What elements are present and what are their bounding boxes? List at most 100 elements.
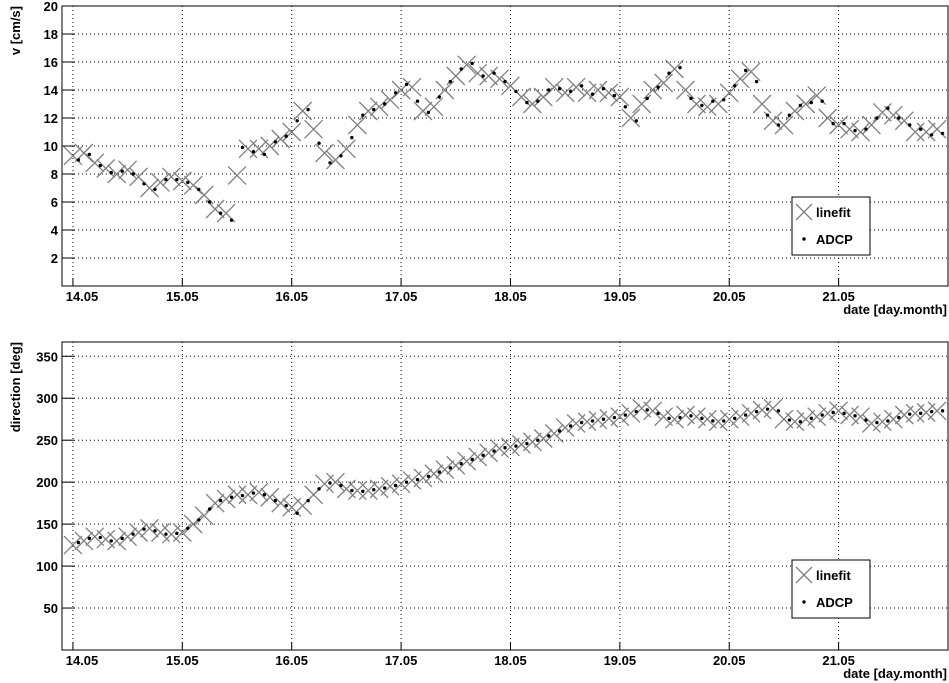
dot-marker [568, 424, 573, 428]
x-tick-label: 15.05 [166, 653, 199, 668]
dot-marker [918, 411, 923, 416]
dot-marker [590, 92, 595, 96]
dot-marker [908, 412, 912, 416]
x-tick-label: 16.05 [275, 653, 308, 668]
dot-marker [240, 493, 245, 498]
x-marker [118, 527, 138, 547]
x-marker [118, 160, 138, 180]
dot-marker [842, 121, 846, 126]
x-marker [774, 409, 794, 429]
dot-marker [623, 413, 628, 417]
dot-marker [437, 470, 442, 474]
x-marker [588, 80, 608, 100]
x-marker [599, 83, 619, 103]
dot-marker [426, 110, 431, 115]
dot-marker [492, 71, 496, 75]
dot-marker [164, 177, 168, 182]
x-tick-label: 20.05 [713, 289, 746, 304]
x-marker [282, 122, 302, 142]
x-marker [304, 119, 324, 139]
x-marker [665, 59, 685, 79]
y-axis-title: v [cm/s] [8, 6, 23, 55]
dot-marker [536, 99, 540, 103]
dot-marker [754, 79, 759, 84]
dot-marker [142, 182, 146, 186]
x-marker [457, 55, 477, 75]
y-tick-label: 12 [44, 111, 58, 126]
x-marker [795, 203, 813, 221]
x-marker [872, 412, 892, 432]
x-marker [369, 479, 389, 499]
x-marker [96, 158, 116, 178]
dot-marker [448, 79, 453, 84]
x-marker [621, 403, 641, 423]
x-marker [643, 80, 663, 100]
dot-marker [470, 457, 474, 462]
dot-marker [776, 123, 781, 127]
dot-marker [131, 172, 135, 176]
x-marker [63, 535, 83, 555]
x-marker [555, 83, 575, 103]
dot-marker [109, 539, 113, 543]
panel: 2 4 6 8 10 12 14 16 18 20 14.05 15.05 16.05 17.05 18.0… [8, 0, 949, 317]
dot-marker [853, 414, 857, 418]
dot-marker [503, 446, 507, 450]
x-marker [183, 175, 203, 195]
x-marker [227, 485, 247, 505]
y-tick-label: 350 [36, 349, 58, 364]
x-marker [883, 409, 903, 429]
x-marker [501, 437, 520, 457]
dot-marker [415, 99, 420, 103]
x-marker [610, 407, 630, 427]
x-marker [63, 146, 83, 166]
dot-marker [251, 149, 256, 154]
dot-marker [809, 416, 813, 421]
x-marker [785, 412, 805, 432]
dot-marker [306, 107, 310, 112]
x-marker [796, 409, 816, 429]
x-marker [544, 424, 564, 443]
dot-marker [98, 163, 102, 168]
dot-marker [273, 140, 277, 144]
x-marker [85, 153, 105, 173]
dot-marker [514, 89, 518, 94]
dot-marker [590, 419, 595, 423]
x-marker [172, 523, 192, 542]
x-marker [74, 531, 94, 551]
dot-marker [579, 84, 584, 88]
x-marker [271, 129, 291, 149]
y-tick-label: 16 [44, 55, 58, 70]
x-marker [829, 115, 849, 135]
x-marker [851, 407, 870, 427]
x-marker [851, 122, 870, 142]
dot-marker [557, 86, 562, 91]
dot-marker [929, 409, 934, 414]
x-marker [468, 63, 488, 83]
dot-marker [842, 411, 846, 416]
y-tick-label: 8 [51, 167, 58, 182]
dot-marker [853, 128, 857, 133]
dot-marker [623, 105, 628, 109]
x-marker [260, 487, 280, 507]
x-marker [347, 115, 367, 135]
x-marker [238, 139, 258, 159]
dot-marker [831, 121, 835, 126]
x-marker [479, 443, 499, 463]
dot-marker [733, 416, 737, 421]
x-marker [107, 531, 127, 551]
dot-marker [918, 127, 923, 131]
x-marker [665, 409, 685, 429]
dot-marker [240, 145, 245, 150]
dot-marker [328, 481, 332, 485]
dot-marker [87, 536, 92, 541]
x-marker [435, 460, 455, 480]
x-marker [129, 523, 149, 542]
dot-marker [415, 477, 420, 482]
dot-marker [743, 413, 748, 417]
dot-marker [372, 107, 376, 112]
dot-marker [645, 408, 649, 412]
dot-marker [339, 154, 343, 158]
dot-marker [897, 415, 901, 420]
dot-marker [361, 489, 365, 494]
dot-marker [218, 498, 223, 503]
